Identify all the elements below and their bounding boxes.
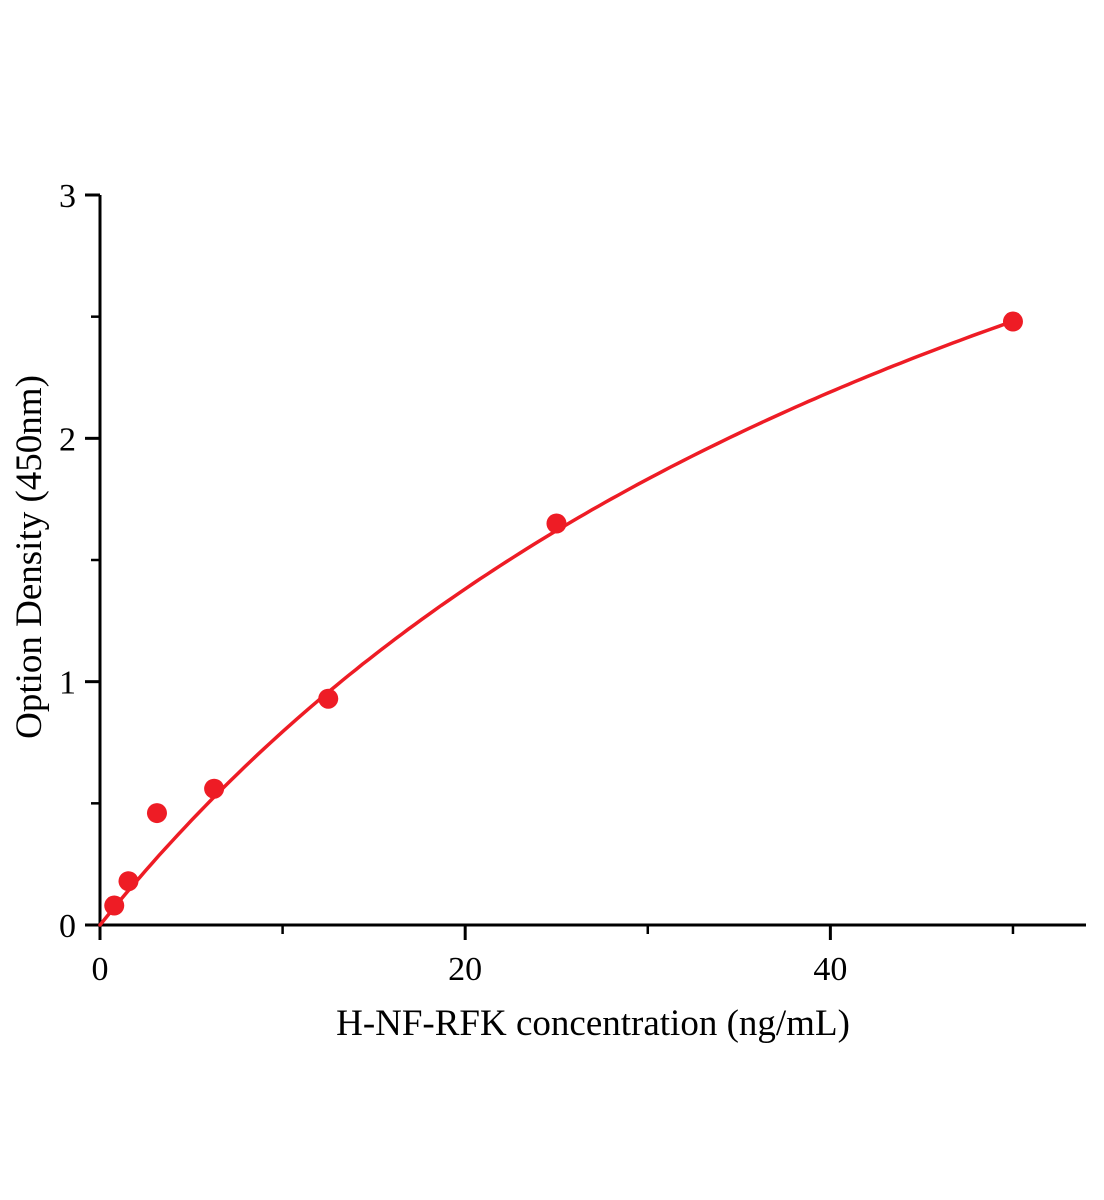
- data-point: [104, 895, 125, 916]
- y-tick-label: 3: [59, 178, 76, 215]
- y-tick-label: 1: [59, 665, 76, 702]
- x-tick-label: 0: [92, 951, 109, 988]
- y-tick-label: 0: [59, 908, 76, 945]
- fit-curve: [98, 317, 1021, 927]
- x-tick-label: 40: [813, 951, 847, 988]
- data-point: [204, 778, 225, 799]
- data-point: [318, 688, 339, 709]
- x-tick-label: 20: [448, 951, 482, 988]
- y-tick-label: 2: [59, 421, 76, 458]
- x-axis-label: H-NF-RFK concentration (ng/mL): [336, 1003, 850, 1044]
- y-axis-label: Option Density (450nm): [9, 375, 50, 739]
- data-point: [546, 513, 567, 534]
- data-point: [1002, 311, 1023, 332]
- data-point: [146, 803, 167, 824]
- data-point: [118, 871, 139, 892]
